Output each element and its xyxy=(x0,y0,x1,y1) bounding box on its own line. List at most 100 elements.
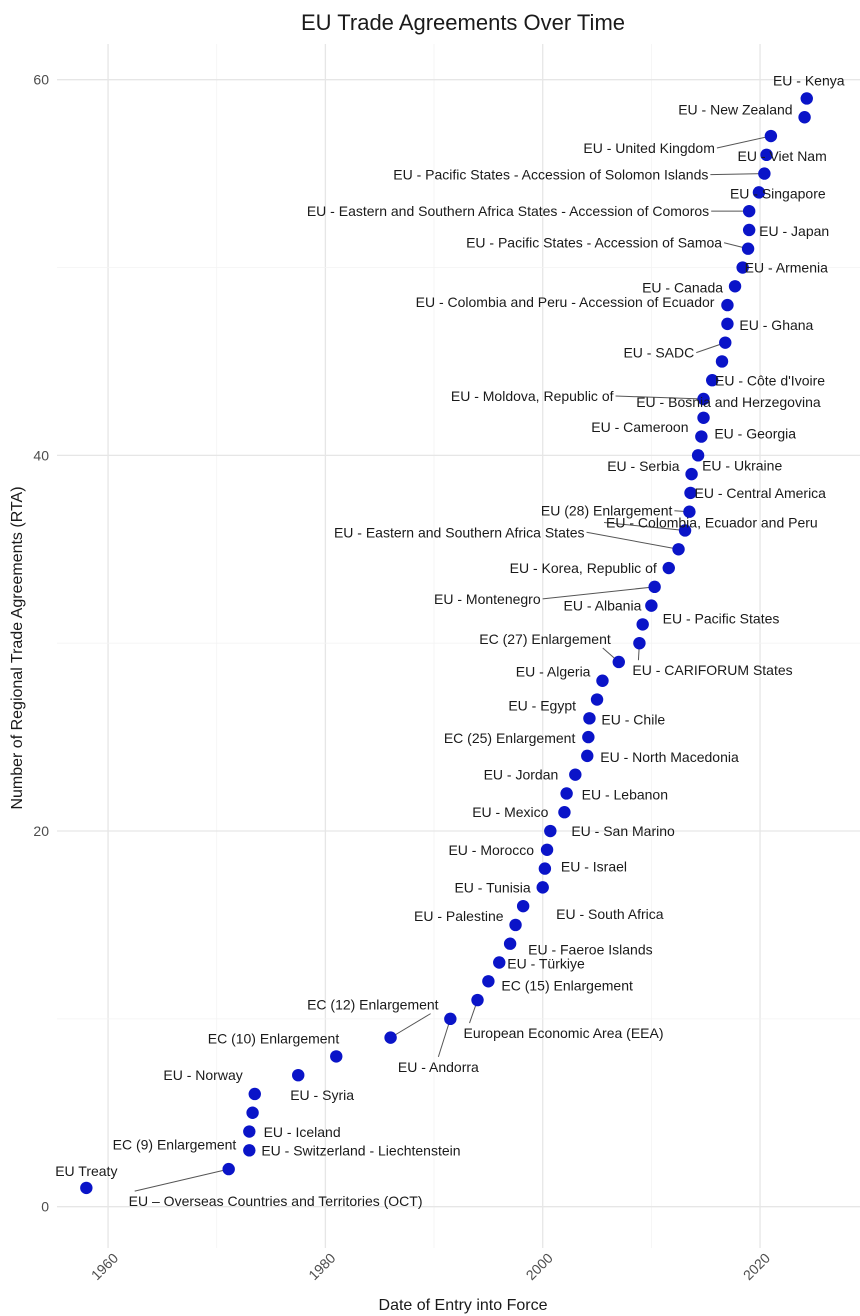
point-label: EU - Mexico xyxy=(472,804,548,820)
y-axis-title: Number of Regional Trade Agreements (RTA… xyxy=(9,486,26,809)
label-leader-line xyxy=(615,395,704,400)
data-point xyxy=(471,993,484,1007)
data-point xyxy=(697,392,710,406)
data-point xyxy=(246,1106,259,1119)
point-label: EC (12) Enlargement xyxy=(307,997,439,1013)
point-label: EU - Moldova, Republic of xyxy=(451,388,614,404)
data-point xyxy=(384,1031,397,1044)
point-label: EU - Pacific States xyxy=(663,610,780,626)
point-label: EU - Jordan xyxy=(484,767,559,783)
point-label: EU - Switzerland - Liechtenstein xyxy=(261,1142,460,1158)
data-point xyxy=(581,749,594,763)
data-point xyxy=(742,204,756,218)
data-points xyxy=(80,92,813,1195)
point-label: EU - New Zealand xyxy=(678,101,792,117)
x-tick-label: 2020 xyxy=(740,1250,773,1283)
point-label: EU - Pacific States - Accession of Samoa xyxy=(466,235,722,251)
data-point xyxy=(645,599,658,612)
label-leader-line xyxy=(586,531,679,550)
data-point xyxy=(493,956,506,969)
point-label: EU - Eastern and Southern Africa States xyxy=(334,524,585,540)
data-point xyxy=(798,111,811,124)
point-label: EU Treaty xyxy=(55,1163,117,1179)
point-label: EU - South Africa xyxy=(556,906,664,922)
data-point xyxy=(222,1162,235,1176)
data-point xyxy=(741,242,755,255)
point-label: EU - Serbia xyxy=(607,458,680,474)
point-label: EU - North Macedonia xyxy=(600,749,739,765)
data-point xyxy=(330,1050,343,1063)
point-label: EU - Albania xyxy=(564,598,642,614)
x-tick-label: 2000 xyxy=(523,1250,556,1283)
point-label: EU - Armenia xyxy=(745,260,828,276)
x-tick-label: 1980 xyxy=(305,1250,338,1283)
point-label: EU - Andorra xyxy=(398,1059,479,1075)
data-point xyxy=(633,636,646,650)
data-point xyxy=(582,730,595,744)
y-tick-label: 0 xyxy=(41,1199,49,1215)
data-point xyxy=(503,937,517,950)
data-point xyxy=(800,92,813,105)
data-point xyxy=(243,1125,256,1138)
label-leader-line xyxy=(604,521,686,531)
data-point xyxy=(721,298,734,312)
data-point xyxy=(590,693,604,706)
point-label: EU - Israel xyxy=(561,859,627,875)
data-point xyxy=(516,899,530,913)
data-point xyxy=(721,317,734,331)
point-label: EU (28) Enlargement xyxy=(541,503,673,519)
data-point xyxy=(248,1087,261,1101)
data-point xyxy=(662,561,675,575)
data-point xyxy=(728,280,742,293)
label-leader-line xyxy=(710,173,765,176)
data-point xyxy=(544,824,557,838)
point-label: EC (27) Enlargement xyxy=(479,631,611,647)
data-point xyxy=(509,918,522,932)
point-label: EU - Kenya xyxy=(773,72,845,88)
data-point xyxy=(672,543,685,556)
data-point xyxy=(583,712,596,725)
point-label: EU - San Marino xyxy=(571,823,675,839)
point-label: EU - Japan xyxy=(759,223,829,239)
data-point xyxy=(719,336,732,349)
point-label: EU - Pacific States - Accession of Solom… xyxy=(393,167,708,183)
point-label: EU - Algeria xyxy=(516,664,591,680)
point-label: EU - Türkiye xyxy=(507,955,585,971)
point-label: EU - Singapore xyxy=(730,185,826,201)
label-leader-line xyxy=(437,1018,451,1057)
data-point xyxy=(612,655,625,669)
point-label: EU - Norway xyxy=(163,1067,242,1083)
point-label: EU - Faeroe Islands xyxy=(528,942,653,958)
data-point xyxy=(760,148,773,162)
label-leader-line xyxy=(390,1013,431,1039)
data-point xyxy=(569,768,582,781)
point-label: EC (9) Enlargement xyxy=(113,1137,237,1153)
point-label: EU - Palestine xyxy=(414,908,504,924)
data-point xyxy=(538,862,552,875)
data-point xyxy=(648,580,661,594)
point-label: EU - Côte d'Ivoire xyxy=(715,372,825,388)
data-point xyxy=(560,787,573,800)
point-label: EU - Morocco xyxy=(448,842,534,858)
point-label: EU - SADC xyxy=(623,345,694,361)
point-label: EU - Chile xyxy=(601,711,665,727)
point-label: EU - Montenegro xyxy=(434,591,541,607)
x-axis-title: Date of Entry into Force xyxy=(379,1297,548,1314)
point-label: EU - Cameroon xyxy=(591,419,688,435)
data-point xyxy=(691,449,705,462)
data-point xyxy=(292,1068,305,1082)
data-point xyxy=(444,1012,457,1026)
point-label: EU - Egypt xyxy=(508,698,576,714)
data-point xyxy=(243,1144,256,1157)
data-point xyxy=(683,505,696,518)
point-label: EU - Central America xyxy=(694,485,826,501)
point-label: EU - Iceland xyxy=(264,1124,341,1140)
point-label: EC (25) Enlargement xyxy=(444,730,576,746)
data-point xyxy=(695,430,708,443)
point-label: EC (15) Enlargement xyxy=(501,977,633,993)
point-label: EU - Georgia xyxy=(714,426,796,442)
data-point xyxy=(558,806,571,819)
point-label: EU - Colombia, Ecuador and Peru xyxy=(606,514,818,530)
x-tick-label: 1960 xyxy=(88,1250,121,1283)
